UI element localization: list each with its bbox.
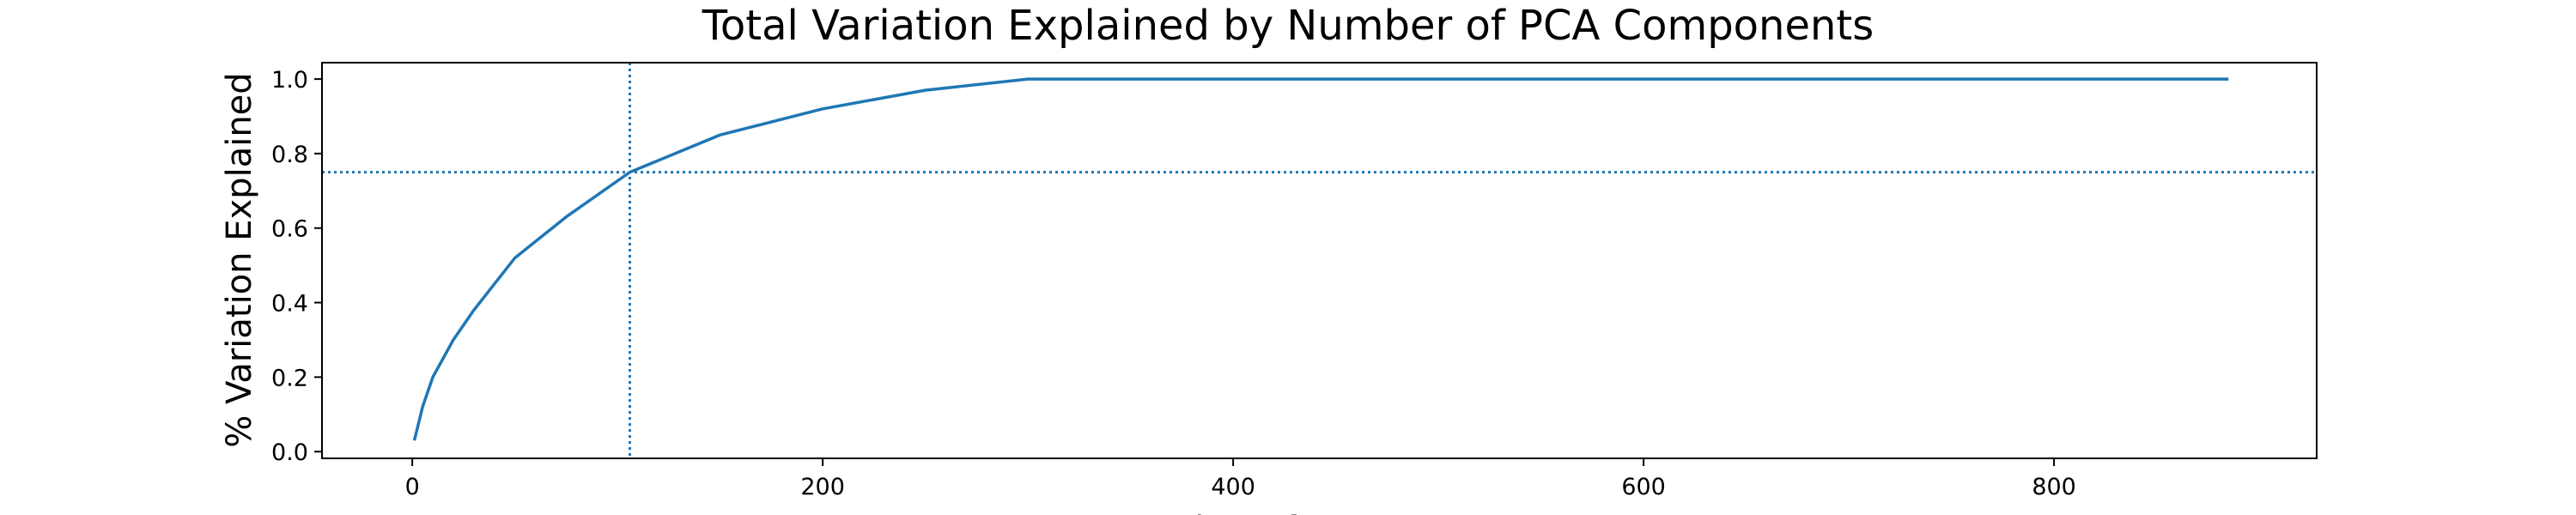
x-tick-label: 200 bbox=[800, 474, 845, 500]
x-tick-label: 600 bbox=[1621, 474, 1666, 500]
chart-title: Total Variation Explained by Number of P… bbox=[702, 2, 1874, 50]
x-tick-label: 0 bbox=[405, 474, 420, 500]
y-tick-label: 0.0 bbox=[271, 439, 308, 466]
y-tick-label: 0.2 bbox=[271, 365, 308, 391]
line-series bbox=[412, 77, 2229, 441]
x-tick-label: 400 bbox=[1211, 474, 1255, 500]
y-tick-label: 0.6 bbox=[271, 216, 308, 243]
y-axis-label: % Variation Explained bbox=[220, 72, 259, 447]
y-tick-label: 1.0 bbox=[271, 67, 308, 94]
plot-frame bbox=[321, 62, 2318, 459]
x-tick-label: 800 bbox=[2032, 474, 2076, 500]
x-axis-label: Number of Components bbox=[1114, 510, 1524, 515]
y-tick-label: 0.4 bbox=[271, 291, 308, 318]
y-tick-label: 0.8 bbox=[271, 142, 308, 168]
